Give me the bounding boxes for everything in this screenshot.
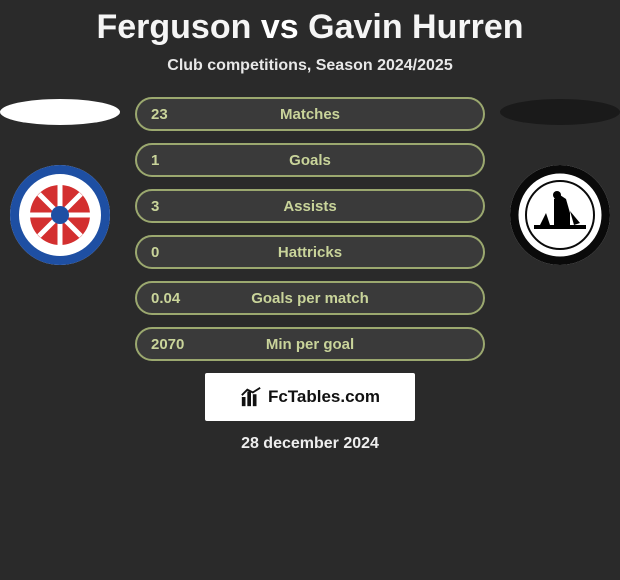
content-area: 23 Matches 1 Goals 3 Assists 0 Hattricks… <box>0 93 620 453</box>
stat-row: 1 Goals <box>135 143 485 177</box>
title-player-left: Ferguson <box>96 8 251 46</box>
comparison-card: Ferguson vs Gavin Hurren Club competitio… <box>0 0 620 453</box>
right-club-column <box>500 93 620 373</box>
stat-left-value: 1 <box>137 152 207 169</box>
left-club-column <box>0 93 120 373</box>
date-text: 28 december 2024 <box>0 435 620 453</box>
subtitle: Club competitions, Season 2024/2025 <box>0 57 620 75</box>
left-club-crest <box>10 165 110 265</box>
brand-text: FcTables.com <box>268 387 380 407</box>
right-club-crest <box>510 165 610 265</box>
stat-row: 3 Assists <box>135 189 485 223</box>
stat-row: 2070 Min per goal <box>135 327 485 361</box>
title-player-right: Gavin Hurren <box>308 8 523 46</box>
stat-row: 0.04 Goals per match <box>135 281 485 315</box>
left-shadow-ellipse <box>0 99 120 125</box>
hartlepool-crest-icon <box>10 165 110 265</box>
page-title: Ferguson vs Gavin Hurren <box>0 8 620 47</box>
stat-left-value: 0 <box>137 244 207 261</box>
brand-badge[interactable]: FcTables.com <box>205 373 415 421</box>
stat-label: Goals <box>207 152 413 169</box>
title-vs: vs <box>261 8 299 46</box>
stat-label: Goals per match <box>207 290 413 307</box>
right-shadow-ellipse <box>500 99 620 125</box>
stat-label: Min per goal <box>207 336 413 353</box>
gateshead-crest-icon <box>510 165 610 265</box>
stat-left-value: 2070 <box>137 336 207 353</box>
stats-list: 23 Matches 1 Goals 3 Assists 0 Hattricks… <box>135 93 485 361</box>
stat-row: 0 Hattricks <box>135 235 485 269</box>
stat-label: Hattricks <box>207 244 413 261</box>
stat-left-value: 23 <box>137 106 207 123</box>
stat-label: Matches <box>207 106 413 123</box>
stat-left-value: 0.04 <box>137 290 207 307</box>
stat-left-value: 3 <box>137 198 207 215</box>
fctables-logo-icon <box>240 386 262 408</box>
stat-row: 23 Matches <box>135 97 485 131</box>
stat-label: Assists <box>207 198 413 215</box>
